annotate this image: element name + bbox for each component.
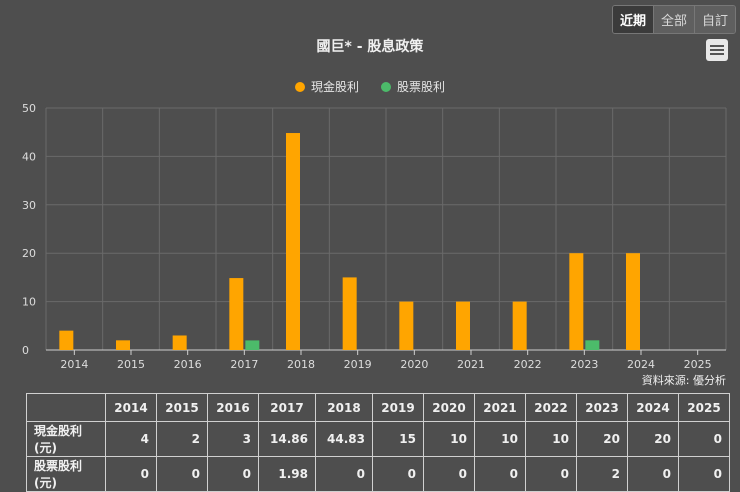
x-tick-label: 2017 (230, 358, 258, 371)
range-selector: 近期 全部 自訂 (611, 5, 736, 34)
y-tick-label: 20 (22, 247, 36, 260)
x-tick-label: 2016 (174, 358, 202, 371)
bar-cash-dividend (116, 340, 130, 350)
table-cell: 0 (474, 456, 526, 492)
bar-cash-dividend (172, 335, 187, 350)
table-cell: 4 (105, 421, 157, 457)
table-cell: 0 (207, 456, 259, 492)
table-cell: 10 (423, 421, 475, 457)
menu-icon[interactable] (706, 39, 728, 61)
table-header-cell: 2025 (678, 393, 730, 422)
table-cell: 0 (525, 456, 577, 492)
bar-cash-dividend (399, 301, 414, 350)
table-cell: 0 (315, 456, 373, 492)
table-row: 股票股利(元) 0 0 0 1.98 0 0 0 0 0 2 0 0 (26, 456, 730, 492)
table-row: 現金股利(元) 4 2 3 14.86 44.83 15 10 10 10 20 20 0 (26, 421, 730, 457)
x-tick-label: 2020 (400, 358, 428, 371)
bar-cash-dividend (569, 253, 584, 350)
table-cell: 14.86 (258, 421, 316, 457)
table-header-cell: 2018 (315, 393, 373, 422)
table-header-row: 2014 2015 2016 2017 2018 2019 2020 2021 2022 2023… (26, 393, 730, 422)
bar-cash-dividend (59, 330, 74, 350)
data-source: 資料來源: 優分析 (641, 374, 726, 387)
x-tick-label: 2025 (684, 358, 712, 371)
x-tick-label: 2021 (457, 358, 485, 371)
range-custom-button[interactable]: 自訂 (693, 6, 735, 33)
table-cell: 15 (372, 421, 424, 457)
table-row-label: 現金股利(元) (26, 421, 106, 457)
legend-label-cash: 現金股利 (310, 80, 359, 94)
table-header-cell: 2022 (525, 393, 577, 422)
bar-stock-dividend (245, 340, 260, 350)
x-tick-label: 2015 (117, 358, 145, 371)
bar-cash-dividend (286, 133, 300, 350)
bar-cash-dividend (512, 301, 527, 350)
bar-cash-dividend (229, 278, 244, 350)
y-tick-label: 50 (22, 102, 36, 115)
bar-cash-dividend (342, 277, 357, 350)
table-cell: 2 (576, 456, 628, 492)
table-header-cell: 2020 (423, 393, 475, 422)
table-header-cell: 2017 (258, 393, 316, 422)
bar-stock-dividend (585, 340, 600, 350)
x-tick-label: 2014 (60, 358, 88, 371)
table-cell: 2 (156, 421, 208, 457)
table-row-label: 股票股利(元) (26, 456, 106, 492)
table-header-cell: 2015 (156, 393, 208, 422)
x-tick-label: 2023 (570, 358, 598, 371)
y-tick-label: 0 (22, 344, 29, 357)
table-header-cell: 2019 (372, 393, 424, 422)
table-cell: 10 (474, 421, 526, 457)
table-cell: 0 (678, 456, 730, 492)
table-cell: 0 (156, 456, 208, 492)
bar-cash-dividend (456, 301, 470, 350)
table-cell: 0 (372, 456, 424, 492)
table-cell: 1.98 (258, 456, 316, 492)
legend-dot-stock (381, 81, 391, 92)
table-corner-cell (26, 393, 106, 422)
table-header-cell: 2023 (576, 393, 628, 422)
x-tick-label: 2018 (287, 358, 315, 371)
table-header-cell: 2024 (627, 393, 679, 422)
table-cell: 0 (423, 456, 475, 492)
chart-title: 國巨* - 股息政策 (316, 39, 424, 55)
y-tick-label: 40 (22, 150, 36, 163)
table-header-cell: 2021 (474, 393, 526, 422)
bar-cash-dividend (626, 253, 640, 350)
x-tick-label: 2022 (514, 358, 542, 371)
table-cell: 44.83 (315, 421, 373, 457)
legend-label-stock: 股票股利 (397, 80, 446, 94)
legend-dot-cash (294, 81, 305, 92)
y-tick-label: 30 (22, 199, 36, 212)
table-cell: 0 (678, 421, 730, 457)
chart-legend: 現金股利 股票股利 (0, 78, 740, 95)
legend-item-cash[interactable]: 現金股利 (294, 78, 359, 95)
range-recent-button[interactable]: 近期 (612, 6, 653, 33)
table-header-cell: 2016 (207, 393, 259, 422)
table-cell: 3 (207, 421, 259, 457)
table-cell: 10 (525, 421, 577, 457)
y-tick-label: 10 (22, 296, 36, 309)
table-cell: 20 (627, 421, 679, 457)
table-header-cell: 2014 (105, 393, 157, 422)
x-tick-label: 2024 (627, 358, 655, 371)
range-all-button[interactable]: 全部 (652, 6, 694, 33)
dividend-table: 2014 2015 2016 2017 2018 2019 2020 2021 2022 2023… (26, 393, 730, 492)
table-cell: 0 (105, 456, 157, 492)
legend-item-stock[interactable]: 股票股利 (381, 78, 445, 95)
table-cell: 0 (627, 456, 679, 492)
x-tick-label: 2019 (344, 358, 372, 371)
table-cell: 20 (576, 421, 628, 457)
